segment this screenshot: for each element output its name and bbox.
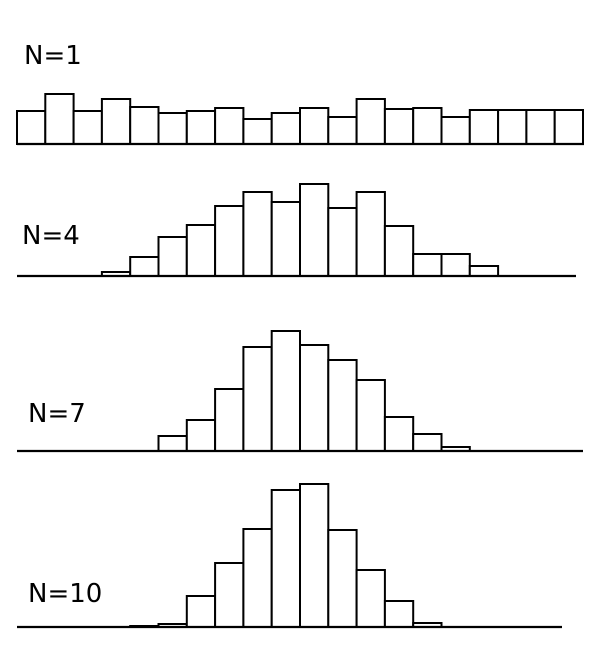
histogram-bar <box>327 529 358 628</box>
histogram-bar <box>412 433 443 452</box>
histogram-bar <box>129 256 160 277</box>
histogram-bar <box>16 110 47 145</box>
histogram-bar <box>383 600 415 628</box>
histogram-bar <box>327 116 358 145</box>
histogram-bar <box>157 236 188 277</box>
histogram-bar <box>383 225 415 277</box>
panel-label: N=4 <box>22 221 80 251</box>
histogram-bar <box>242 191 273 277</box>
histogram-bar <box>553 109 585 145</box>
histogram-bar <box>270 489 302 628</box>
histogram-bar <box>355 569 386 628</box>
histogram-bar <box>44 93 75 145</box>
histogram-bar <box>299 107 330 145</box>
histogram-panel-n1: N=1 <box>16 41 585 146</box>
histogram-bar <box>185 110 217 145</box>
histogram-bar <box>412 107 443 145</box>
histogram-bar <box>383 108 415 145</box>
histogram-bar <box>242 118 273 145</box>
histogram-bar <box>214 205 245 277</box>
histogram-bar <box>129 106 160 145</box>
panel-label: N=7 <box>28 399 86 429</box>
histogram-bar <box>327 359 358 452</box>
histogram-bar <box>440 253 471 277</box>
histogram-bar <box>412 253 443 277</box>
histogram-bar <box>157 112 188 145</box>
histogram-bar <box>72 110 103 145</box>
panel-label: N=10 <box>28 579 102 609</box>
histogram-panel-n7: N=7 <box>17 330 583 453</box>
bars-group <box>16 93 585 145</box>
histogram-bar <box>299 183 330 277</box>
panel-label: N=1 <box>24 41 82 71</box>
histogram-bar <box>270 201 302 277</box>
histogram-bar <box>355 98 386 145</box>
histogram-panel-n4: N=4 <box>17 183 576 278</box>
histogram-panel-n10: N=10 <box>17 483 562 629</box>
histogram-bar <box>383 416 415 452</box>
histogram-bar <box>185 595 217 628</box>
histogram-bar <box>525 109 556 145</box>
histogram-bar <box>242 346 273 452</box>
histogram-bar <box>214 388 245 452</box>
histogram-bar <box>214 107 245 145</box>
histogram-bar <box>355 379 386 452</box>
histogram-bar <box>299 344 330 452</box>
histogram-bar <box>270 112 302 145</box>
histogram-bar <box>242 528 273 628</box>
histogram-bar <box>157 435 188 452</box>
histogram-bar <box>468 109 500 145</box>
bars-group <box>100 183 500 277</box>
histogram-bar <box>468 265 500 277</box>
histogram-bar <box>185 419 217 452</box>
histogram-bar <box>185 224 217 277</box>
histogram-bar <box>214 562 245 628</box>
histogram-bar <box>299 483 330 628</box>
bars-group <box>157 330 471 452</box>
histogram-bar <box>270 330 302 452</box>
histogram-bar <box>497 109 528 145</box>
histogram-bar <box>355 191 386 277</box>
histogram-bar <box>327 207 358 277</box>
histogram-bar <box>100 98 132 145</box>
histogram-bar <box>440 116 471 145</box>
bars-group <box>129 483 443 628</box>
